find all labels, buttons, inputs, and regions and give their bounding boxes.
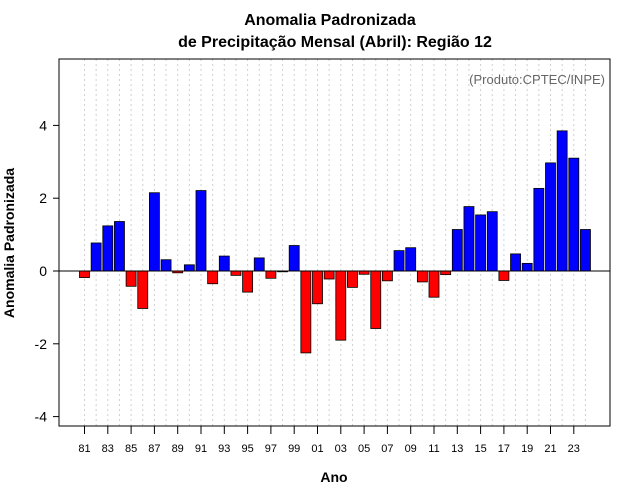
x-tick-label: 99 bbox=[288, 443, 300, 455]
bar-2011 bbox=[428, 270, 440, 298]
y-tick-label: 0 bbox=[39, 263, 47, 279]
bars bbox=[79, 130, 591, 354]
chart-title: Anomalia Padronizada bbox=[244, 12, 416, 29]
x-tick-label: 17 bbox=[498, 443, 510, 455]
x-tick-label: 97 bbox=[265, 443, 277, 455]
x-tick-label: 05 bbox=[358, 443, 370, 455]
bar-1990 bbox=[183, 264, 195, 272]
plot-frame bbox=[58, 58, 611, 427]
bar-2013 bbox=[451, 229, 463, 272]
bar-2001 bbox=[312, 270, 323, 305]
credit-label: (Produto:CPTEC/INPE) bbox=[469, 72, 605, 87]
x-tick-label: 87 bbox=[148, 443, 160, 455]
x-tick-label: 95 bbox=[241, 443, 253, 455]
bar-1994 bbox=[230, 270, 242, 276]
x-tick-label: 07 bbox=[381, 443, 393, 455]
bar-1993 bbox=[218, 255, 230, 272]
bar-2000 bbox=[300, 270, 312, 354]
x-axis: 81 83 85 87 89 91 93 95 97 99 01 03 05 07 09 11 13 15 17 19… bbox=[78, 426, 580, 455]
bar-1982 bbox=[90, 242, 102, 272]
bar-1987 bbox=[148, 192, 160, 272]
x-tick-label: 89 bbox=[172, 443, 184, 455]
bar-2008 bbox=[393, 250, 405, 272]
bar-2010 bbox=[416, 270, 428, 283]
bar-2018 bbox=[510, 253, 521, 272]
bar-2017 bbox=[498, 270, 510, 281]
bar-1981 bbox=[79, 270, 90, 278]
x-tick-label: 83 bbox=[102, 443, 114, 455]
x-tick-label: 15 bbox=[474, 443, 486, 455]
bar-1988 bbox=[160, 259, 172, 272]
bar-2009 bbox=[405, 247, 417, 272]
bar-2002 bbox=[323, 270, 335, 280]
y-tick-label: 4 bbox=[39, 117, 47, 133]
x-axis-title: Ano bbox=[320, 469, 347, 485]
x-tick-label: 85 bbox=[125, 443, 137, 455]
y-axis: -4 -2 0 2 4 bbox=[35, 117, 59, 425]
bar-2007 bbox=[381, 270, 393, 282]
bar-1999 bbox=[288, 245, 300, 272]
bar-2006 bbox=[370, 270, 382, 329]
x-tick-label: 91 bbox=[195, 443, 207, 455]
y-tick-label: -2 bbox=[35, 336, 48, 352]
bar-2020 bbox=[533, 187, 545, 272]
y-axis-title: Anomalia Padronizada bbox=[1, 168, 17, 318]
x-tick-label: 01 bbox=[311, 443, 323, 455]
bar-2004 bbox=[347, 270, 358, 288]
bar-1997 bbox=[265, 270, 277, 279]
x-tick-label: 19 bbox=[521, 443, 533, 455]
bar-2021 bbox=[545, 162, 556, 272]
x-tick-label: 09 bbox=[405, 443, 417, 455]
bar-2012 bbox=[440, 270, 452, 276]
x-tick-label: 03 bbox=[335, 443, 347, 455]
bar-2014 bbox=[463, 206, 475, 272]
bar-2019 bbox=[521, 262, 533, 272]
x-tick-label: 93 bbox=[218, 443, 230, 455]
y-tick-label: -4 bbox=[35, 409, 48, 425]
bar-2024 bbox=[580, 229, 591, 272]
bar-1995 bbox=[242, 270, 254, 293]
bar-1983 bbox=[102, 225, 114, 272]
bar-2015 bbox=[475, 214, 487, 272]
bar-1992 bbox=[207, 270, 219, 285]
vertical-gridlines bbox=[84, 59, 586, 426]
bar-1985 bbox=[125, 270, 137, 287]
bar-1996 bbox=[253, 257, 265, 272]
bar-2016 bbox=[486, 211, 498, 272]
y-tick-label: 2 bbox=[39, 190, 47, 206]
x-tick-label: 13 bbox=[451, 443, 463, 455]
x-tick-label: 11 bbox=[428, 443, 439, 455]
x-tick-label: 81 bbox=[78, 443, 90, 455]
chart-subtitle: de Precipitação Mensal (Abril): Região 1… bbox=[178, 34, 492, 51]
bar-1991 bbox=[195, 190, 207, 272]
bar-2003 bbox=[335, 270, 347, 341]
x-tick-label: 23 bbox=[568, 443, 580, 455]
x-tick-label: 21 bbox=[544, 443, 556, 455]
bar-1984 bbox=[114, 221, 125, 272]
bar-2022 bbox=[556, 130, 568, 272]
bar-1986 bbox=[137, 270, 149, 309]
bar-2023 bbox=[568, 157, 580, 272]
